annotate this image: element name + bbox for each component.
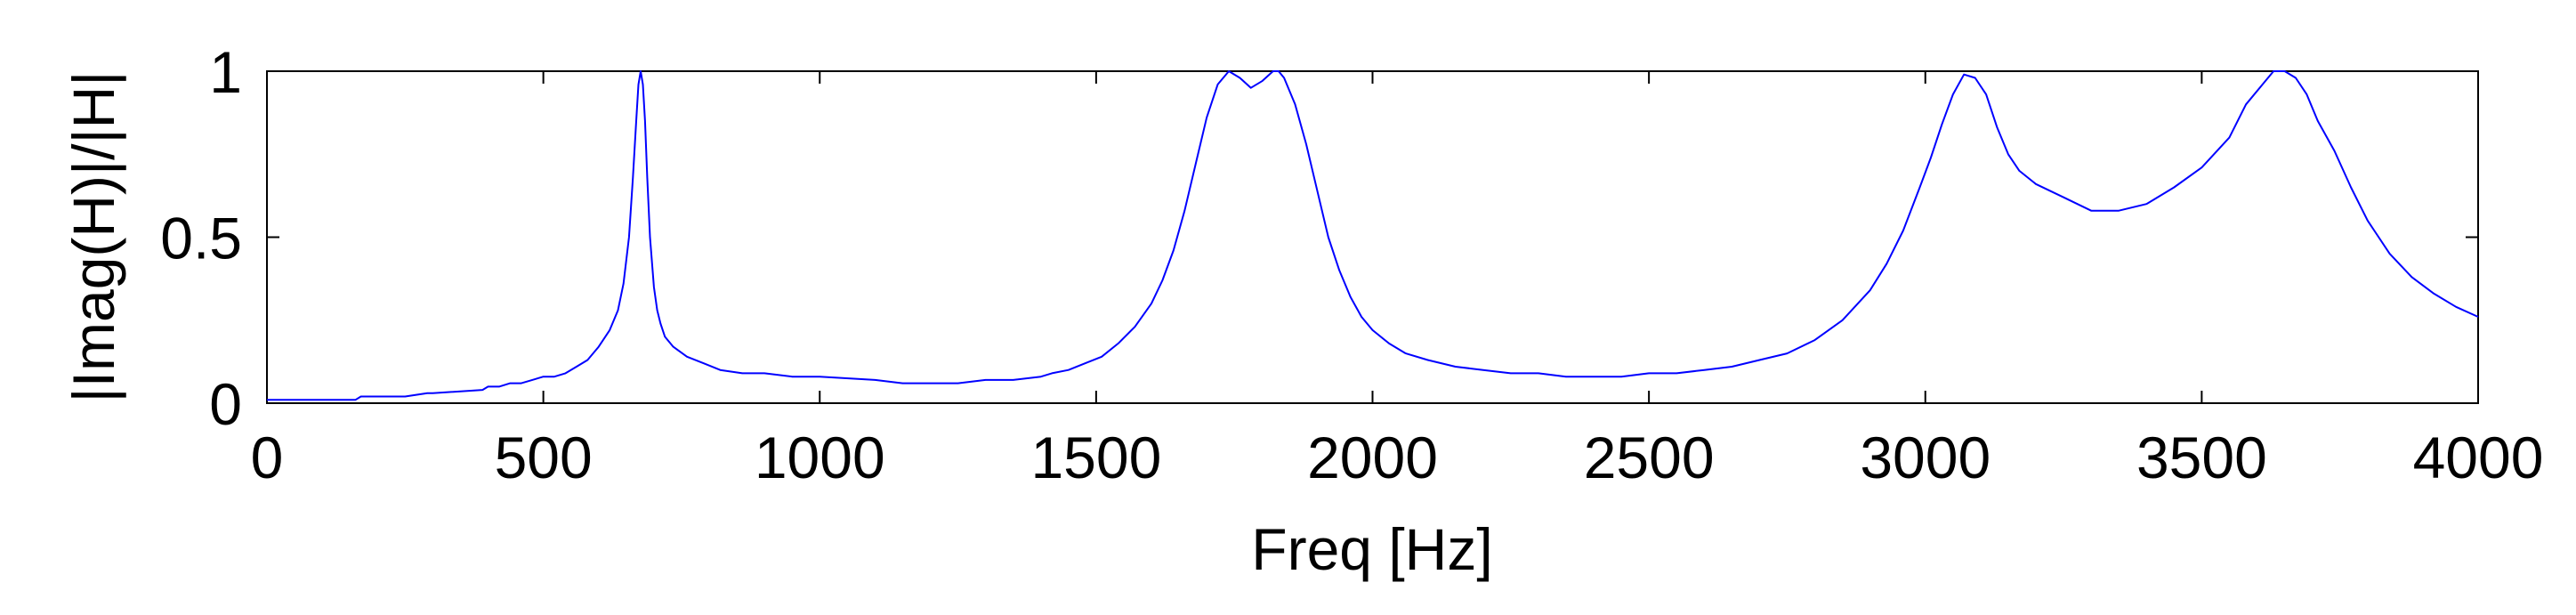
- y-tick-label: 0: [209, 371, 242, 437]
- x-tick-label: 3000: [1860, 425, 1991, 490]
- y-tick-label: 1: [209, 39, 242, 105]
- x-tick-label: 2500: [1584, 425, 1715, 490]
- x-axis-label: Freq [Hz]: [1251, 516, 1492, 582]
- x-tick-label: 2000: [1307, 425, 1438, 490]
- x-tick-label: 1000: [755, 425, 885, 490]
- series-line: [267, 70, 2479, 401]
- plot-area: [266, 70, 2479, 404]
- y-axis-label: |Imag(H)|/|H|: [61, 71, 126, 403]
- y-tick-label: 0.5: [160, 206, 242, 271]
- x-tick-label: 4000: [2413, 425, 2544, 490]
- x-tick-label: 3500: [2136, 425, 2267, 490]
- x-tick-label: 1500: [1030, 425, 1161, 490]
- y-tick-labels: 00.51: [160, 39, 242, 437]
- x-tick-label: 500: [495, 425, 593, 490]
- x-tick-labels: 0 500 1000 1500 2000 2500 3000 3500 4000: [251, 425, 2544, 490]
- x-tick-label: 0: [251, 425, 284, 490]
- axis-ticks: [266, 70, 2479, 404]
